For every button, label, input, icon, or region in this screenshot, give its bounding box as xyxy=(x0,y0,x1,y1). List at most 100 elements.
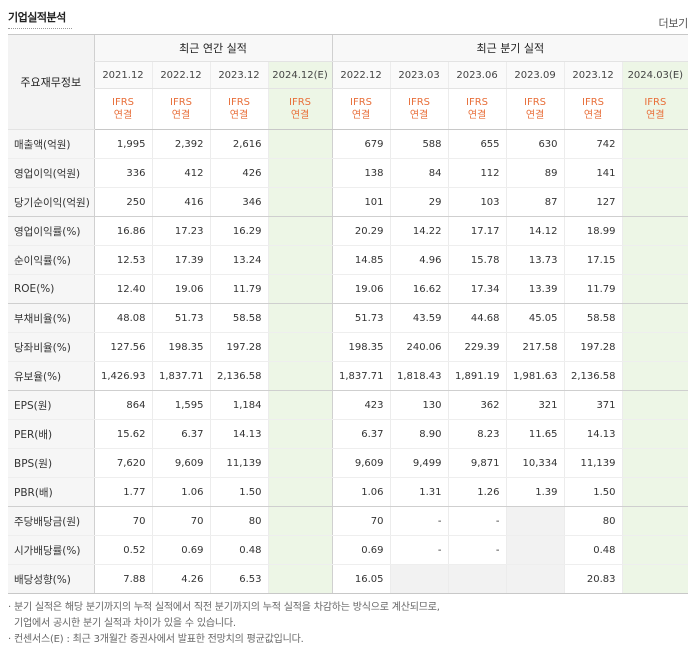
table-cell: 2,392 xyxy=(151,129,210,159)
table-cell: 630 xyxy=(505,129,565,159)
period-header: 2023.12 xyxy=(209,61,268,89)
table-cell xyxy=(621,245,689,275)
period-header: 2022.12 xyxy=(331,61,391,89)
table-cell: - xyxy=(447,506,507,536)
table-cell: 864 xyxy=(93,390,152,420)
basis-ifrs: IFRS xyxy=(170,97,192,108)
table-cell: 6.37 xyxy=(151,419,210,449)
table-cell: 44.68 xyxy=(447,303,507,333)
row-label: 시가배당률(%) xyxy=(8,535,94,565)
table-cell xyxy=(621,274,689,304)
table-cell xyxy=(621,332,689,362)
table-cell: 198.35 xyxy=(151,332,210,362)
table-cell: 70 xyxy=(151,506,210,536)
footnote-quarterly: · 분기 실적은 해당 분기까지의 누적 실적에서 직전 분기까지의 누적 실적… xyxy=(8,602,440,613)
table-cell: 80 xyxy=(563,506,623,536)
table-cell: 346 xyxy=(209,187,268,217)
basis-consolidated: 연결 xyxy=(113,110,133,121)
table-cell: 130 xyxy=(389,390,449,420)
table-cell: 58.58 xyxy=(209,303,268,333)
table-cell xyxy=(621,216,689,246)
basis-label: IFRS 연결 xyxy=(563,88,623,130)
table-cell: 70 xyxy=(93,506,152,536)
title-underline xyxy=(8,28,72,29)
table-cell xyxy=(621,158,689,188)
table-cell xyxy=(505,506,565,536)
table-cell: 1.50 xyxy=(563,477,623,507)
table-cell: 19.06 xyxy=(331,274,391,304)
table-cell: 1.31 xyxy=(389,477,449,507)
table-cell: 89 xyxy=(505,158,565,188)
table-cell: 9,609 xyxy=(331,448,391,478)
table-row: 영업이익률(%) 16.86 17.23 16.29 20.29 14.22 17.17 14… xyxy=(8,216,689,246)
table-cell: 17.17 xyxy=(447,216,507,246)
financial-table: 주요재무정보 최근 연간 실적 최근 분기 실적 2021.12 2022.12 2… xyxy=(8,34,689,594)
basis-ifrs: IFRS xyxy=(112,97,134,108)
table-cell: 9,871 xyxy=(447,448,507,478)
more-link[interactable]: 더보기 xyxy=(658,17,689,30)
table-cell xyxy=(621,477,689,507)
row-label: 영업이익률(%) xyxy=(8,216,94,246)
basis-ifrs: IFRS xyxy=(350,97,373,108)
table-cell: 15.62 xyxy=(93,419,152,449)
table-cell: 1,837.71 xyxy=(151,361,210,391)
table-cell: 11,139 xyxy=(209,448,268,478)
table-cell: 198.35 xyxy=(331,332,391,362)
table-cell xyxy=(621,390,689,420)
table-cell xyxy=(267,187,333,217)
table-row: EPS(원) 864 1,595 1,184 423 130 362 321 371 xyxy=(8,390,689,420)
table-cell: 138 xyxy=(331,158,391,188)
table-cell: 4.26 xyxy=(151,564,210,594)
row-label: 배당성향(%) xyxy=(8,564,94,594)
table-row: 주당배당금(원) 70 70 80 70- -80 xyxy=(8,506,689,536)
row-label: 매출액(억원) xyxy=(8,129,94,159)
table-cell xyxy=(267,390,333,420)
table-cell: 8.90 xyxy=(389,419,449,449)
row-label: 부채비율(%) xyxy=(8,303,94,333)
section-header: 기업실적분석 더보기 xyxy=(8,0,688,34)
basis-consolidated: 연결 xyxy=(171,110,191,121)
table-cell xyxy=(621,564,689,594)
table-cell: 11.65 xyxy=(505,419,565,449)
table-cell: 1,981.63 xyxy=(505,361,565,391)
row-label: 영업이익(억원) xyxy=(8,158,94,188)
row-label: 순이익률(%) xyxy=(8,245,94,275)
table-cell: 58.58 xyxy=(563,303,623,333)
table-cell xyxy=(621,419,689,449)
table-cell: 1,891.19 xyxy=(447,361,507,391)
table-cell: 1.06 xyxy=(331,477,391,507)
table-cell: 16.29 xyxy=(209,216,268,246)
table-cell xyxy=(267,564,333,594)
table-cell: 0.69 xyxy=(331,535,391,565)
table-cell xyxy=(505,564,565,594)
table-cell xyxy=(621,187,689,217)
table-cell: 655 xyxy=(447,129,507,159)
table-row: 배당성향(%) 7.88 4.26 6.53 16.05 20.83 xyxy=(8,564,689,594)
period-header: 2023.06 xyxy=(447,61,507,89)
basis-label: IFRS 연결 xyxy=(389,88,449,130)
table-cell xyxy=(267,477,333,507)
table-cell: 48.08 xyxy=(93,303,152,333)
table-row: 당좌비율(%) 127.56 198.35 197.28 198.35 240.06 229… xyxy=(8,332,689,362)
table-cell: 362 xyxy=(447,390,507,420)
table-cell: 423 xyxy=(331,390,391,420)
table-row: ROE(%) 12.40 19.06 11.79 19.06 16.62 17.34 13.3… xyxy=(8,274,689,304)
table-cell: 6.37 xyxy=(331,419,391,449)
basis-consolidated: 연결 xyxy=(525,110,545,121)
table-cell: 13.73 xyxy=(505,245,565,275)
row-label: PER(배) xyxy=(8,419,94,449)
table-cell: 250 xyxy=(93,187,152,217)
basis-consolidated: 연결 xyxy=(583,110,603,121)
table-cell: 14.85 xyxy=(331,245,391,275)
period-header: 2024.03(E) xyxy=(621,61,689,89)
basis-ifrs: IFRS xyxy=(408,97,431,108)
table-cell: 11,139 xyxy=(563,448,623,478)
table-cell: 1,995 xyxy=(93,129,152,159)
basis-ifrs: IFRS xyxy=(289,97,312,108)
table-row: PBR(배) 1.77 1.06 1.50 1.06 1.31 1.26 1.39 1.50 xyxy=(8,477,689,507)
table-cell: 20.83 xyxy=(563,564,623,594)
footnote-quarterly-cont: 기업에서 공시한 분기 실적과 차이가 있을 수 있습니다. xyxy=(14,618,236,629)
table-cell xyxy=(621,361,689,391)
table-cell: 127.56 xyxy=(93,332,152,362)
